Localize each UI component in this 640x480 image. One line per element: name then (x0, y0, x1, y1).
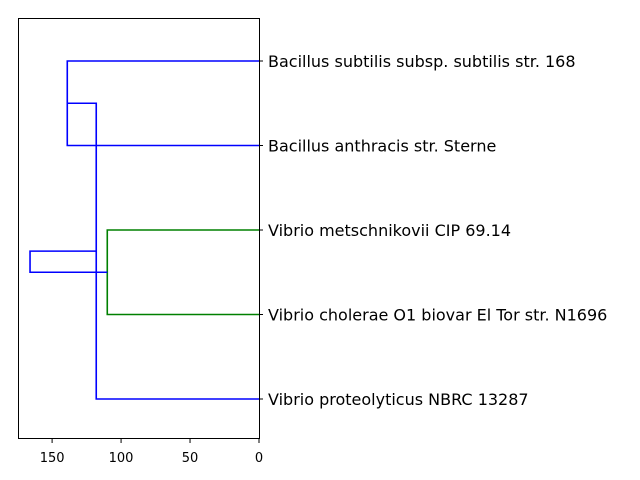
leaf-labels: Bacillus subtilis subsp. subtilis str. 1… (259, 52, 607, 409)
x-tick-label: 100 (109, 451, 134, 466)
dendrogram-link-3 (29, 250, 108, 274)
dendrogram-link-2 (67, 102, 259, 400)
leaf-label: Vibrio cholerae O1 biovar El Tor str. N1… (268, 306, 607, 325)
x-tick-label: 50 (182, 451, 199, 466)
leaf-label: Bacillus subtilis subsp. subtilis str. 1… (268, 52, 576, 71)
x-axis-ticks: 150 100 50 0 (40, 439, 263, 466)
x-tick-label: 0 (255, 451, 263, 466)
dendrogram-link-1 (106, 229, 259, 316)
leaf-label: Vibrio metschnikovii CIP 69.14 (268, 221, 511, 240)
leaf-label: Vibrio proteolyticus NBRC 13287 (268, 390, 529, 409)
dendrogram-links (29, 60, 259, 400)
x-tick-label: 150 (40, 451, 65, 466)
plot-area-frame (18, 18, 260, 439)
leaf-label: Bacillus anthracis str. Sterne (268, 137, 496, 156)
